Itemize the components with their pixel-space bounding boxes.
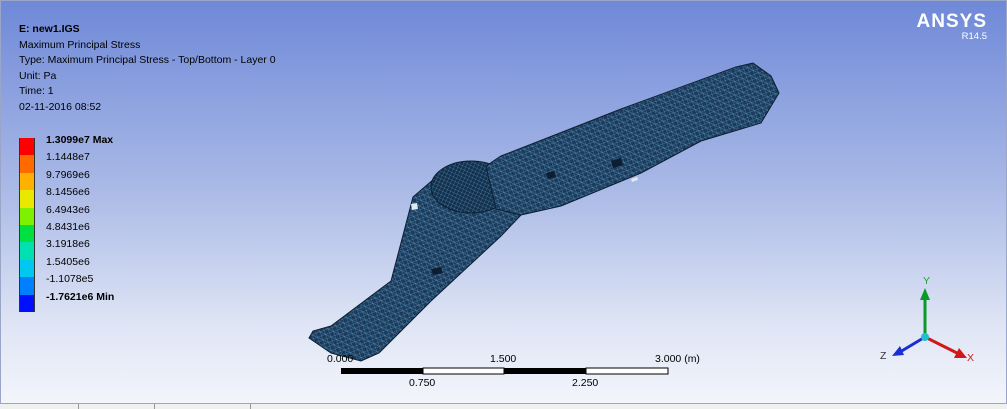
scale-label: 2.250 [572,377,599,389]
scale-label: 0.750 [409,377,436,389]
legend-label[interactable]: 8.1456e6 [46,186,90,199]
result-time: Time: 1 [19,85,54,98]
legend-label[interactable]: -1.7621e6 Min [46,290,115,303]
legend-swatch [19,242,35,260]
legend-swatch [19,259,35,278]
result-type: Type: Maximum Principal Stress - Top/Bot… [19,54,276,67]
tab-divider [250,404,251,409]
axis-label-y: Y [923,275,931,287]
legend-label[interactable]: 9.7969e6 [46,168,90,181]
tab-divider [78,404,79,409]
legend-swatch [19,224,35,243]
result-unit: Unit: Pa [19,69,57,82]
legend-label[interactable]: 6.4943e6 [46,203,90,216]
scale-label: 0.000 [327,353,354,365]
legend-label[interactable]: 4.8431e6 [46,220,90,233]
legend-label[interactable]: 1.5405e6 [46,255,90,268]
result-name: Maximum Principal Stress [19,38,141,51]
tab-divider [154,404,155,409]
result-info-panel: E: new1.IGS Maximum Principal Stress Typ… [19,22,276,116]
logo-version: R14.5 [961,31,987,42]
legend-swatch [19,155,35,173]
legend-label[interactable]: 3.1918e6 [46,238,90,251]
result-datetime: 02-11-2016 08:52 [19,100,102,113]
axis-label-x: X [967,352,975,364]
bottom-tab-strip[interactable] [0,403,1007,409]
legend-swatch [19,277,35,295]
right-wing [485,62,780,216]
scale-label: 3.000 (m) [655,353,700,365]
scale-label: 1.500 [490,353,517,365]
logo-brand: ANSYS [916,11,987,32]
legend-label[interactable]: 1.3099e7 Max [46,134,114,146]
legend-swatch [19,138,35,156]
legend-label[interactable]: 1.1448e7 [46,151,90,164]
analysis-title: E: new1.IGS [19,23,80,35]
legend-swatch [19,294,35,312]
legend-label[interactable]: -1.1078e5 [46,273,94,286]
legend-swatch [19,207,35,225]
legend-swatch [19,190,35,208]
axis-label-z: Z [880,350,887,362]
ansys-logo: ANSYS R14.5 [917,11,987,42]
legend-swatch [19,172,35,191]
